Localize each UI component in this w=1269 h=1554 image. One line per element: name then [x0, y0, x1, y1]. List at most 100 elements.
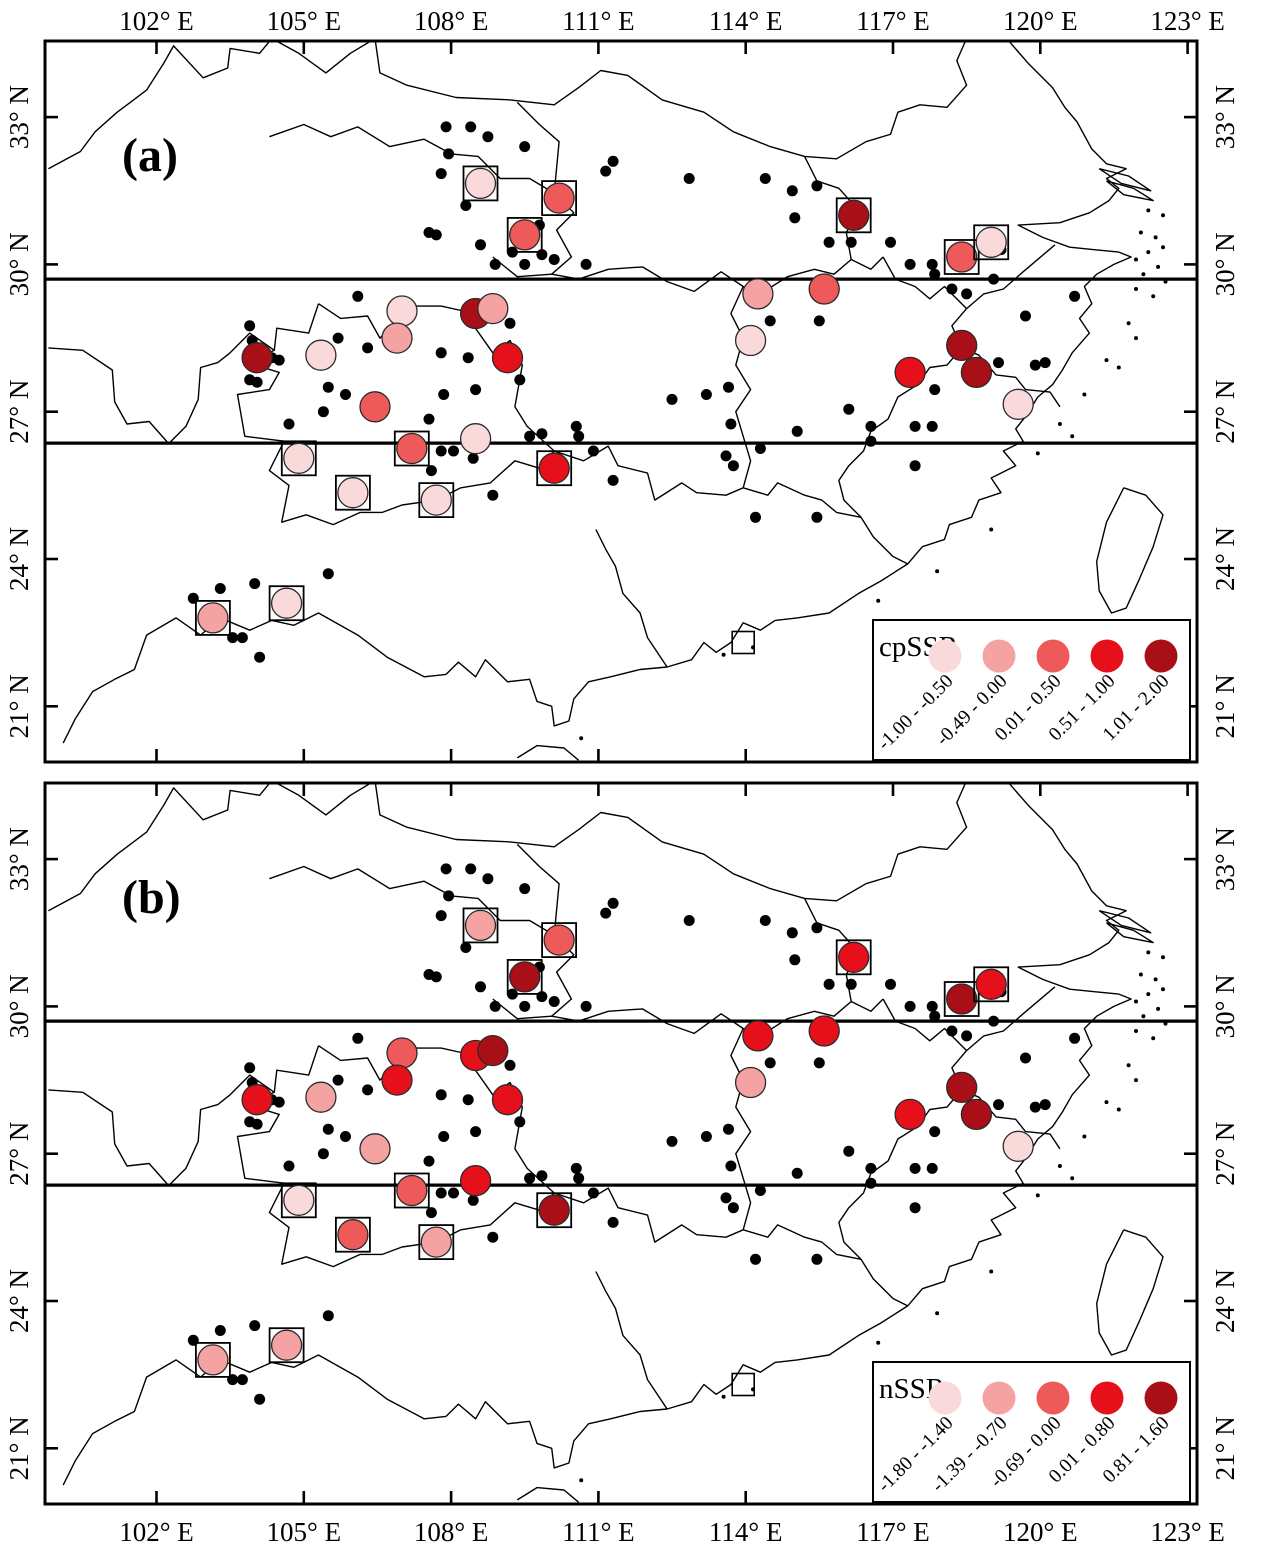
occurrence-dot — [865, 420, 877, 432]
occurrence-dot — [570, 420, 582, 432]
occurrence-dot — [467, 452, 479, 464]
occurrence-dot — [251, 376, 263, 388]
occurrence-dot — [573, 1172, 585, 1184]
population-markers — [194, 165, 1034, 636]
population-square — [194, 1342, 231, 1378]
occurrence-dot — [700, 1131, 712, 1142]
legend-bin-swatch — [1144, 1381, 1178, 1415]
occurrence-dot — [443, 890, 455, 902]
occurrence-dot — [759, 915, 771, 926]
occurrence-dot — [254, 1393, 266, 1405]
population-square — [506, 959, 543, 995]
occurrence-dot — [440, 863, 452, 875]
population-square — [280, 1182, 317, 1219]
occurrence-dot — [214, 1325, 226, 1336]
occurrence-dot — [823, 236, 835, 248]
occurrence-dot — [754, 1185, 766, 1196]
lat-tick-label-right: 21° N — [1210, 674, 1240, 738]
population-square — [280, 440, 317, 477]
occurrence-dot — [470, 1126, 482, 1138]
population-marker — [396, 432, 428, 465]
occurrence-dot — [475, 981, 486, 993]
occurrence-dot — [813, 315, 825, 327]
occurrence-dot — [435, 910, 447, 922]
population-marker — [420, 484, 452, 516]
population-square — [943, 981, 980, 1017]
occurrence-dot — [600, 907, 612, 919]
occurrence-dot — [236, 1374, 248, 1386]
population-marker — [960, 356, 993, 389]
legend-bin-swatch — [982, 639, 1016, 673]
legend-bin-swatch — [1144, 639, 1178, 673]
occurrence-dot — [465, 121, 477, 133]
lat-tick-label-right: 24° N — [1210, 527, 1240, 591]
occurrence-dot — [332, 1074, 344, 1086]
population-square — [541, 922, 577, 958]
population-marker — [946, 1071, 978, 1104]
population-square — [943, 239, 980, 275]
population-square — [334, 1216, 371, 1253]
occurrence-dot — [811, 511, 823, 523]
population-square — [393, 1172, 430, 1209]
occurrence-dot — [811, 180, 823, 192]
occurrence-dot — [1039, 357, 1051, 369]
population-marker — [538, 1194, 570, 1226]
lat-tick-label-right: 27° N — [1210, 380, 1240, 444]
occurrence-dot — [460, 200, 472, 211]
population-marker — [241, 342, 273, 374]
population-marker — [491, 1084, 524, 1116]
legend-bin-swatch — [1090, 1381, 1124, 1415]
population-marker — [359, 391, 391, 423]
occurrence-dot — [460, 942, 472, 953]
occurrence-dot — [482, 131, 494, 143]
occurrence-dot — [438, 1131, 450, 1142]
legend-box — [872, 1361, 1191, 1503]
population-marker — [459, 1165, 492, 1197]
occurrence-dot — [462, 1094, 474, 1106]
map-panel-b: 33° N 33° N 30° N 30° N 27° N 27° N 24° N 24° N… — [4, 781, 1240, 1506]
occurrence-dot — [514, 374, 526, 386]
occurrence-dot — [865, 1162, 877, 1174]
population-marker — [241, 1084, 273, 1116]
occurrence-dot — [993, 357, 1004, 369]
occurrence-dot — [700, 389, 712, 400]
occurrence-dot — [487, 1231, 499, 1243]
occurrence-dot — [322, 1310, 334, 1322]
occurrence-dot — [273, 354, 285, 366]
population-marker — [808, 273, 840, 305]
empty-square-marker — [731, 630, 756, 655]
occurrence-dot — [764, 1057, 776, 1069]
map-panel-a: 33° N 33° N 30° N 30° N 27° N 27° N 24° N 24° N… — [4, 39, 1240, 764]
population-marker — [396, 1174, 428, 1207]
occurrence-dot — [909, 460, 921, 472]
lon-tick-label-bottom: 105° E — [267, 1517, 342, 1547]
occurrence-dot — [961, 1030, 973, 1042]
occurrence-dot — [352, 290, 364, 302]
occurrence-dot — [909, 420, 921, 432]
occurrence-dot — [926, 1000, 938, 1012]
occurrence-dot — [519, 258, 531, 270]
lat-tick-label-right: 21° N — [1210, 1416, 1240, 1480]
occurrence-dot — [683, 173, 695, 184]
occurrence-dot — [462, 352, 474, 364]
occurrence-dot — [791, 425, 803, 437]
occurrence-dot — [885, 978, 896, 990]
occurrence-dot — [1069, 1032, 1081, 1044]
occurrence-dot — [845, 978, 857, 990]
population-marker — [464, 167, 497, 200]
occurrence-dot — [227, 632, 239, 644]
population-square — [541, 180, 577, 217]
legend-nSSR: nSSR-1.80 - -1.40-1.39 - -0.70-0.69 - 0.… — [872, 1361, 1191, 1503]
occurrence-dot — [843, 1145, 855, 1157]
occurrence-dot — [322, 568, 334, 580]
occurrence-dot — [929, 1010, 941, 1022]
lat-tick-label-left: 27° N — [4, 380, 34, 444]
occurrence-dot — [443, 148, 455, 160]
occurrence-dot — [666, 1135, 678, 1147]
occurrence-dot — [423, 1155, 435, 1167]
population-square — [194, 600, 231, 636]
population-marker — [894, 1098, 926, 1131]
population-square — [973, 966, 1010, 1003]
occurrence-dot — [448, 445, 459, 457]
lat-tick-label-left: 33° N — [4, 85, 34, 149]
